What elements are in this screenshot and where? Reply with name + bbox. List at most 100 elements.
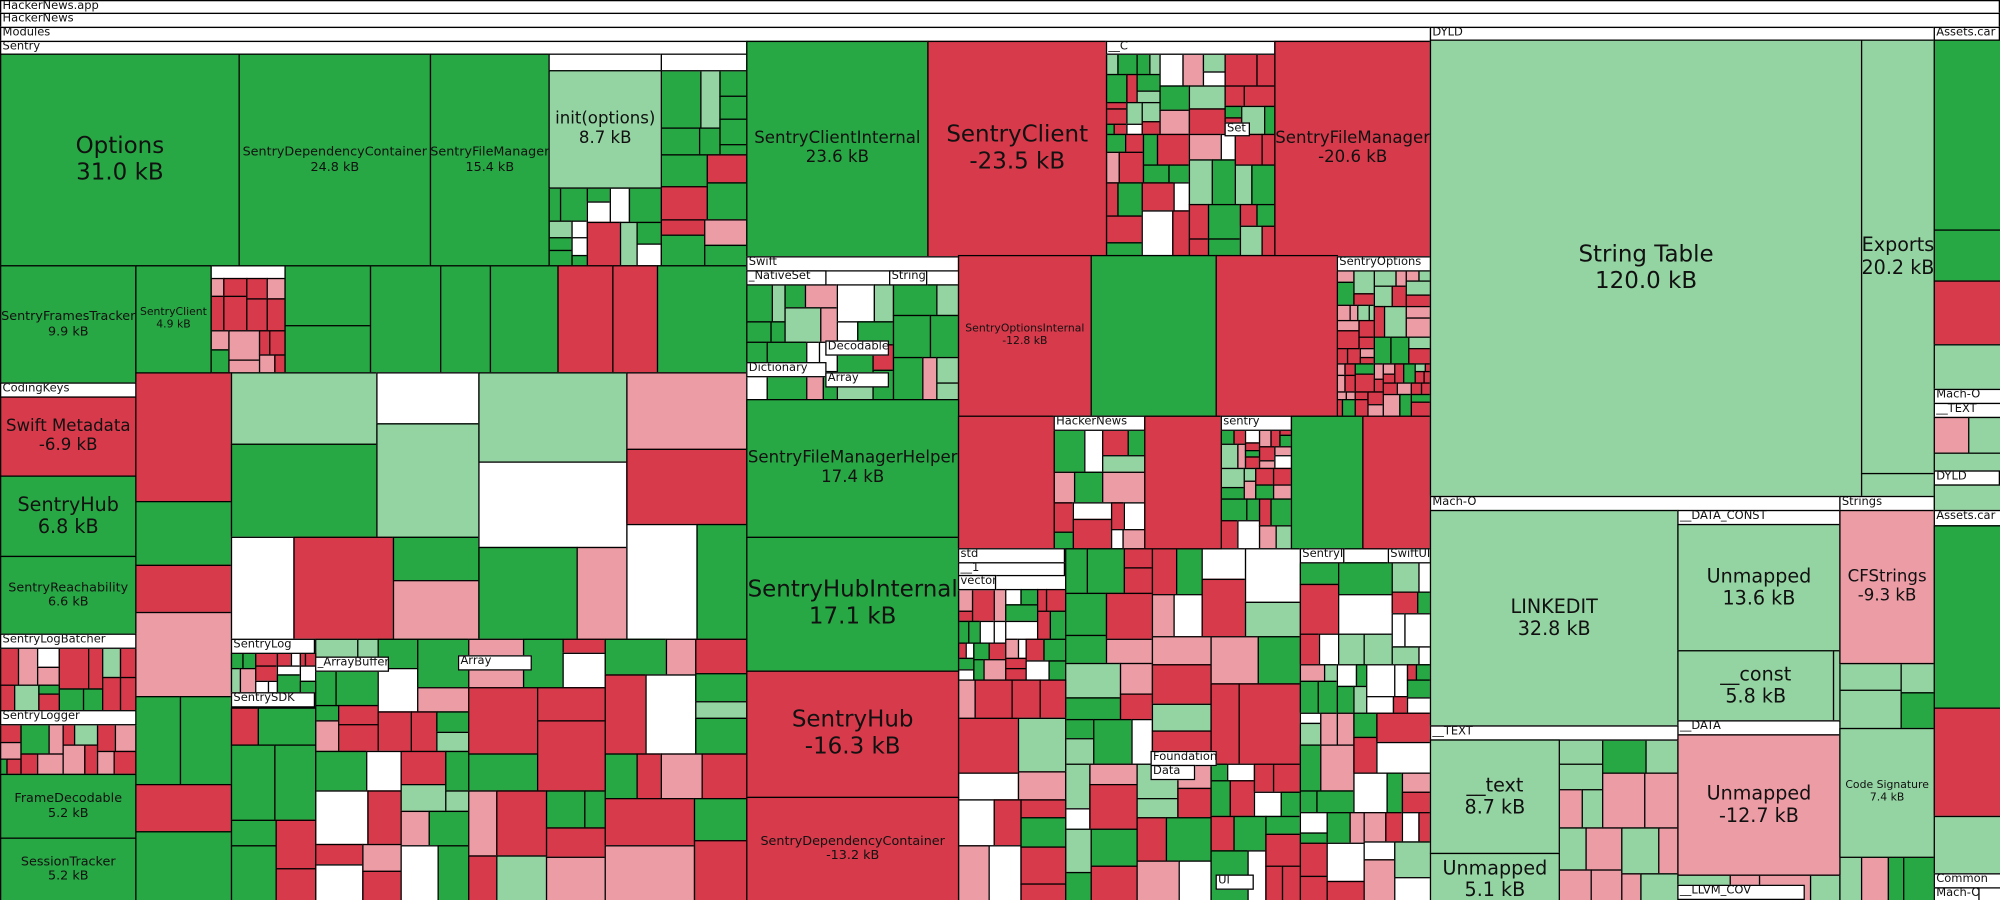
treemap-tile[interactable] <box>656 265 748 374</box>
treemap-tile[interactable] <box>1299 664 1326 683</box>
treemap-tile[interactable] <box>1210 763 1229 782</box>
treemap-tile[interactable] <box>1005 620 1039 640</box>
header-assets-macho[interactable]: Mach-O <box>1933 388 2000 405</box>
treemap-tile[interactable] <box>315 750 368 792</box>
treemap-tile[interactable] <box>1326 880 1365 900</box>
treemap-tile[interactable] <box>571 237 589 257</box>
treemap-tile[interactable] <box>1089 763 1138 786</box>
treemap-tile[interactable] <box>369 265 442 374</box>
treemap-tile[interactable] <box>1336 685 1355 714</box>
tile-string-table[interactable]: String Table 120.0 kB <box>1429 39 1863 498</box>
treemap-tile[interactable] <box>1336 281 1355 306</box>
treemap-tile[interactable] <box>1394 877 1433 900</box>
treemap-tile[interactable] <box>1172 210 1191 257</box>
treemap-tile[interactable] <box>988 642 1007 661</box>
treemap-tile[interactable] <box>468 790 498 857</box>
treemap-tile[interactable] <box>1253 791 1282 818</box>
treemap-tile[interactable] <box>1202 53 1226 73</box>
treemap-tile[interactable] <box>362 870 402 900</box>
treemap-tile[interactable] <box>784 284 807 309</box>
treemap-tile[interactable] <box>1299 583 1340 635</box>
tile-options[interactable]: Options 31.0 kB <box>0 53 240 267</box>
treemap-tile[interactable] <box>1318 633 1340 666</box>
treemap-tile[interactable] <box>1136 73 1161 92</box>
treemap-tile[interactable] <box>315 843 364 866</box>
treemap-tile[interactable] <box>562 652 606 689</box>
treemap-tile[interactable] <box>255 665 279 683</box>
header-binary[interactable]: HackerNews <box>0 12 2000 29</box>
treemap-tile[interactable] <box>660 753 703 800</box>
treemap-tile[interactable] <box>114 724 137 753</box>
treemap-tile[interactable] <box>1256 53 1276 87</box>
treemap-tile[interactable] <box>1621 873 1642 900</box>
treemap-tile[interactable] <box>1020 799 1067 819</box>
treemap-tile[interactable] <box>1011 679 1041 719</box>
treemap-tile[interactable] <box>1353 736 1378 774</box>
treemap-tile[interactable] <box>1265 865 1284 900</box>
treemap-tile[interactable] <box>1053 471 1076 504</box>
treemap-tile[interactable] <box>693 840 748 900</box>
treemap-tile[interactable] <box>0 684 16 712</box>
treemap-tile[interactable] <box>48 724 64 755</box>
tile-red-block[interactable] <box>1144 415 1222 550</box>
treemap-tile[interactable] <box>626 372 748 451</box>
treemap-tile[interactable] <box>1043 638 1067 662</box>
treemap-tile[interactable] <box>979 620 995 644</box>
treemap-tile[interactable] <box>1349 812 1365 844</box>
treemap-tile[interactable] <box>1839 856 1863 900</box>
treemap-tile[interactable] <box>983 659 1007 681</box>
treemap-tile[interactable] <box>1224 85 1245 108</box>
treemap-tile[interactable] <box>1020 588 1039 606</box>
treemap-tile[interactable] <box>1211 159 1236 206</box>
treemap-tile[interactable] <box>1373 270 1397 287</box>
treemap-tile[interactable] <box>1366 696 1395 714</box>
treemap-tile[interactable] <box>17 647 39 686</box>
treemap-tile[interactable] <box>1363 841 1396 861</box>
treemap-tile[interactable] <box>1065 548 1089 595</box>
header-swift[interactable]: Swift <box>746 256 960 272</box>
header-array[interactable]: Array <box>825 372 890 388</box>
treemap-tile[interactable] <box>96 750 115 776</box>
treemap-tile[interactable] <box>695 701 748 719</box>
treemap-tile[interactable] <box>284 265 372 327</box>
treemap-tile[interactable] <box>1401 791 1433 814</box>
header-swiftui[interactable]: SwiftUI <box>1387 548 1432 564</box>
treemap-tile[interactable] <box>417 687 470 713</box>
treemap-tile[interactable] <box>695 673 748 703</box>
treemap-tile[interactable] <box>1405 280 1432 296</box>
treemap-tile[interactable] <box>571 220 589 239</box>
treemap-tile[interactable] <box>1809 874 1841 900</box>
treemap-tile[interactable] <box>14 684 40 712</box>
tile-red-block[interactable] <box>1362 415 1432 550</box>
treemap-tile[interactable] <box>576 546 628 640</box>
treemap-tile[interactable] <box>1017 717 1067 773</box>
treemap-tile[interactable] <box>936 284 960 317</box>
treemap-tile[interactable] <box>367 790 402 846</box>
treemap-tile[interactable] <box>1142 164 1170 184</box>
header-c[interactable]: __C <box>1105 40 1276 55</box>
treemap-tile[interactable] <box>1391 562 1420 593</box>
tile-unmapped-data[interactable]: Unmapped -12.7 kB <box>1677 734 1841 876</box>
tile-asset[interactable] <box>1933 229 2000 282</box>
treemap-tile[interactable] <box>604 674 647 755</box>
treemap-tile[interactable] <box>1401 772 1433 793</box>
treemap-tile[interactable] <box>1244 548 1302 603</box>
treemap-tile[interactable] <box>1234 164 1253 206</box>
treemap-tile[interactable] <box>230 536 295 640</box>
treemap-tile[interactable] <box>210 330 230 351</box>
treemap-tile[interactable] <box>1405 317 1432 338</box>
treemap-tile[interactable] <box>1141 182 1175 212</box>
tile-sentry-hub-internal[interactable]: SentryHubInternal 17.1 kB <box>746 536 960 672</box>
treemap-tile[interactable] <box>586 221 622 267</box>
treemap-tile[interactable] <box>1086 548 1125 595</box>
tile-green-block[interactable] <box>1090 254 1217 417</box>
tile-sentry-hub-small[interactable]: SentryHub 6.8 kB <box>0 475 137 558</box>
treemap-tile[interactable] <box>1391 591 1419 615</box>
treemap-tile[interactable] <box>1084 429 1104 473</box>
treemap-tile[interactable] <box>478 372 628 463</box>
treemap-tile[interactable] <box>1386 772 1404 814</box>
treemap-tile[interactable] <box>275 868 317 900</box>
tile-asset[interactable] <box>1933 416 1970 454</box>
treemap-tile[interactable] <box>1141 101 1161 123</box>
treemap-tile[interactable] <box>1102 429 1129 457</box>
